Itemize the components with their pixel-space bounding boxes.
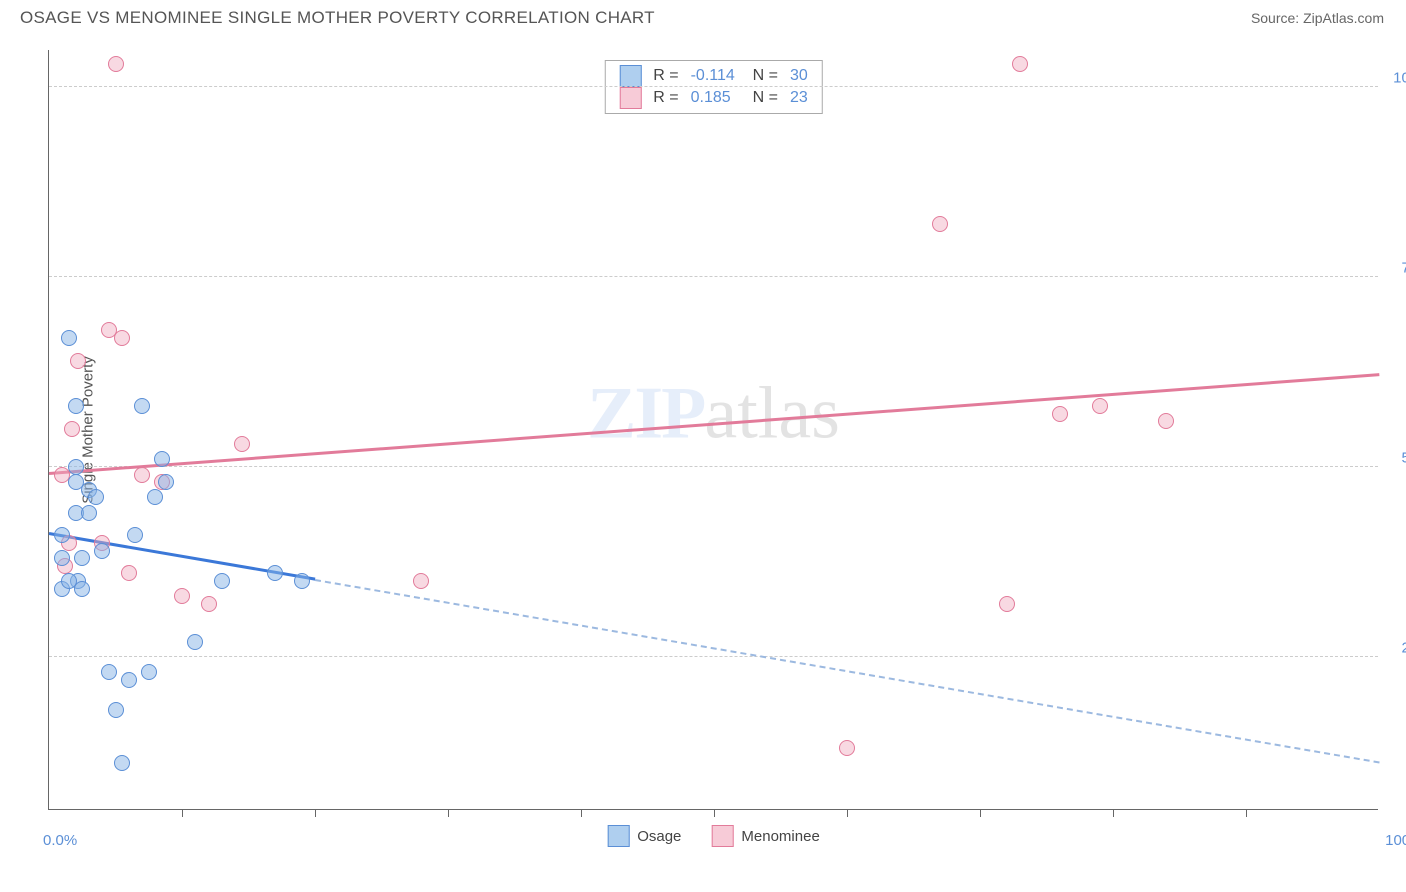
- menominee-point: [1092, 398, 1108, 414]
- x-tick: [581, 809, 582, 817]
- menominee-point: [234, 436, 250, 452]
- y-tick-label: 25.0%: [1384, 640, 1406, 657]
- menominee-point: [64, 421, 80, 437]
- x-tick-0: 0.0%: [43, 832, 77, 849]
- osage-point: [61, 330, 77, 346]
- legend-item-osage: Osage: [607, 825, 681, 847]
- osage-swatch-icon: [607, 825, 629, 847]
- menominee-point: [1012, 56, 1028, 72]
- osage-point: [214, 573, 230, 589]
- scatter-chart: ZIPatlas R = -0.114 N = 30 R = 0.185 N =…: [48, 50, 1378, 810]
- legend-row-osage: R = -0.114 N = 30: [619, 65, 807, 87]
- osage-point: [267, 565, 283, 581]
- trendline: [315, 579, 1379, 763]
- menominee-point: [174, 588, 190, 604]
- menominee-point: [201, 596, 217, 612]
- watermark: ZIPatlas: [587, 372, 840, 457]
- osage-point: [294, 573, 310, 589]
- osage-point: [88, 489, 104, 505]
- menominee-point: [121, 565, 137, 581]
- menominee-point: [839, 740, 855, 756]
- x-tick: [1246, 809, 1247, 817]
- osage-point: [101, 664, 117, 680]
- menominee-point: [1052, 406, 1068, 422]
- x-tick: [980, 809, 981, 817]
- osage-point: [141, 664, 157, 680]
- osage-point: [74, 550, 90, 566]
- osage-swatch-icon: [619, 65, 641, 87]
- menominee-point: [1158, 413, 1174, 429]
- menominee-point: [114, 330, 130, 346]
- y-tick-label: 100.0%: [1384, 70, 1406, 87]
- y-tick-label: 50.0%: [1384, 450, 1406, 467]
- osage-point: [187, 634, 203, 650]
- gridline: [49, 656, 1378, 657]
- menominee-swatch-icon: [711, 825, 733, 847]
- osage-point: [81, 505, 97, 521]
- x-tick-100: 100.0%: [1385, 832, 1406, 849]
- header: OSAGE VS MENOMINEE SINGLE MOTHER POVERTY…: [0, 0, 1406, 36]
- x-tick: [448, 809, 449, 817]
- menominee-point: [413, 573, 429, 589]
- menominee-point: [108, 56, 124, 72]
- menominee-point: [999, 596, 1015, 612]
- x-tick: [182, 809, 183, 817]
- x-tick: [1113, 809, 1114, 817]
- osage-point: [108, 702, 124, 718]
- osage-point: [121, 672, 137, 688]
- legend-row-menominee: R = 0.185 N = 23: [619, 87, 807, 109]
- osage-point: [158, 474, 174, 490]
- trendline: [49, 373, 1379, 475]
- gridline: [49, 86, 1378, 87]
- menominee-point: [932, 216, 948, 232]
- osage-point: [61, 573, 77, 589]
- osage-point: [147, 489, 163, 505]
- x-tick: [714, 809, 715, 817]
- gridline: [49, 466, 1378, 467]
- menominee-point: [70, 353, 86, 369]
- osage-point: [68, 398, 84, 414]
- osage-point: [54, 550, 70, 566]
- osage-point: [114, 755, 130, 771]
- osage-point: [68, 459, 84, 475]
- x-tick: [847, 809, 848, 817]
- osage-point: [134, 398, 150, 414]
- menominee-point: [134, 467, 150, 483]
- source-attribution: Source: ZipAtlas.com: [1251, 10, 1384, 26]
- series-legend: Osage Menominee: [607, 825, 820, 847]
- osage-point: [94, 543, 110, 559]
- osage-point: [127, 527, 143, 543]
- osage-point: [154, 451, 170, 467]
- gridline: [49, 276, 1378, 277]
- menominee-swatch-icon: [619, 87, 641, 109]
- osage-point: [54, 527, 70, 543]
- chart-title: OSAGE VS MENOMINEE SINGLE MOTHER POVERTY…: [20, 8, 655, 28]
- x-tick: [315, 809, 316, 817]
- y-tick-label: 75.0%: [1384, 260, 1406, 277]
- legend-item-menominee: Menominee: [711, 825, 819, 847]
- correlation-legend: R = -0.114 N = 30 R = 0.185 N = 23: [604, 60, 822, 114]
